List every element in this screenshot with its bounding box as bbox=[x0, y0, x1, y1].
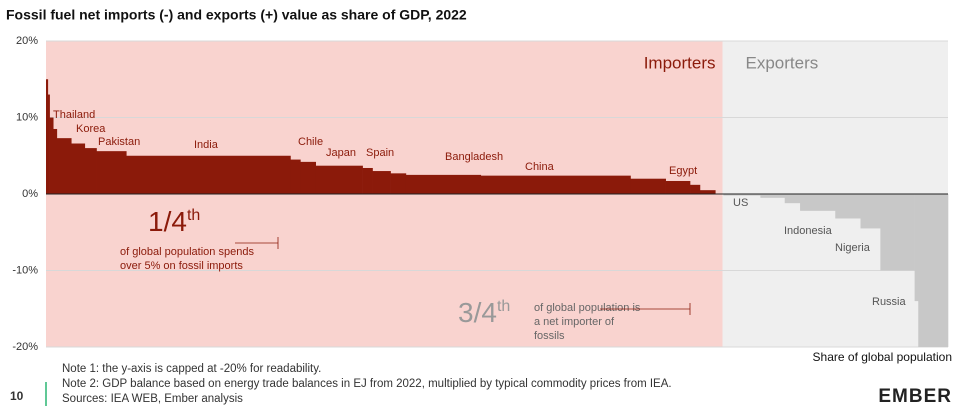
annotation-text: a net importer of bbox=[534, 316, 615, 328]
fraction-suffix: th bbox=[497, 298, 510, 315]
step-bar bbox=[860, 194, 881, 229]
country-label: Indonesia bbox=[784, 225, 833, 237]
step-bar bbox=[690, 184, 701, 194]
y-tick-label: 0% bbox=[22, 188, 38, 200]
country-label: Egypt bbox=[669, 165, 697, 177]
y-tick-label: 20% bbox=[16, 35, 38, 47]
step-bar bbox=[300, 161, 316, 194]
country-label: Spain bbox=[366, 147, 394, 159]
fraction: 1/4 bbox=[148, 206, 187, 237]
annotation-fraction: 1/4th bbox=[148, 206, 200, 237]
region-label: Importers bbox=[644, 53, 716, 72]
y-tick-label: -10% bbox=[12, 264, 38, 276]
country-label: Chile bbox=[298, 136, 323, 148]
country-label: China bbox=[525, 161, 555, 173]
step-bar bbox=[49, 117, 54, 194]
step-bar bbox=[96, 151, 127, 194]
step-bar bbox=[665, 180, 691, 194]
note: Note 2: GDP balance based on energy trad… bbox=[62, 378, 672, 390]
step-bar bbox=[699, 190, 716, 194]
country-label: Nigeria bbox=[835, 242, 871, 254]
step-bar bbox=[372, 171, 391, 194]
country-label: US bbox=[733, 197, 748, 209]
step-bar bbox=[918, 194, 949, 347]
step-bar bbox=[723, 194, 761, 196]
step-bar bbox=[390, 173, 407, 194]
step-bar bbox=[47, 94, 50, 194]
step-bar bbox=[480, 175, 631, 194]
step-bar bbox=[315, 165, 363, 194]
step-bar bbox=[53, 128, 58, 194]
step-bar bbox=[784, 194, 801, 204]
note: Sources: IEA WEB, Ember analysis bbox=[62, 393, 243, 405]
annotation-text: of global population spends bbox=[120, 246, 254, 258]
step-bar bbox=[362, 167, 373, 194]
step-bar bbox=[405, 174, 482, 194]
step-bar bbox=[800, 194, 836, 211]
note: Note 1: the y-axis is capped at -20% for… bbox=[62, 363, 321, 375]
annotation-text: over 5% on fossil imports bbox=[120, 260, 243, 272]
step-bar bbox=[835, 194, 861, 219]
annotation-fraction: 3/4th bbox=[458, 297, 510, 328]
region-label: Exporters bbox=[746, 53, 819, 72]
step-bar bbox=[84, 148, 97, 194]
step-bar bbox=[290, 159, 301, 194]
step-bar bbox=[56, 138, 72, 194]
country-label: Japan bbox=[326, 147, 356, 159]
step-bar bbox=[71, 143, 86, 194]
step-bar bbox=[880, 194, 915, 271]
country-label: Korea bbox=[76, 123, 106, 135]
step-bar bbox=[630, 178, 666, 194]
step-bar bbox=[126, 155, 291, 194]
country-label: Pakistan bbox=[98, 136, 140, 148]
country-label: India bbox=[194, 139, 219, 151]
country-label: Russia bbox=[872, 296, 907, 308]
chart-title: Fossil fuel net imports (-) and exports … bbox=[6, 7, 467, 23]
annotation-text: fossils bbox=[534, 330, 565, 342]
step-bar bbox=[760, 194, 786, 198]
country-label: Bangladesh bbox=[445, 151, 503, 163]
annotation-text: of global population is bbox=[534, 302, 641, 314]
logo: EMBER bbox=[878, 386, 952, 407]
x-axis-label: Share of global population bbox=[813, 350, 952, 364]
fraction-suffix: th bbox=[187, 207, 200, 224]
fraction: 3/4 bbox=[458, 297, 497, 328]
country-label: Thailand bbox=[53, 109, 95, 121]
page-number: 10 bbox=[10, 389, 24, 403]
y-tick-label: 10% bbox=[16, 111, 38, 123]
step-bar bbox=[914, 194, 919, 302]
y-tick-label: -20% bbox=[12, 341, 38, 353]
step-bar bbox=[46, 79, 49, 194]
